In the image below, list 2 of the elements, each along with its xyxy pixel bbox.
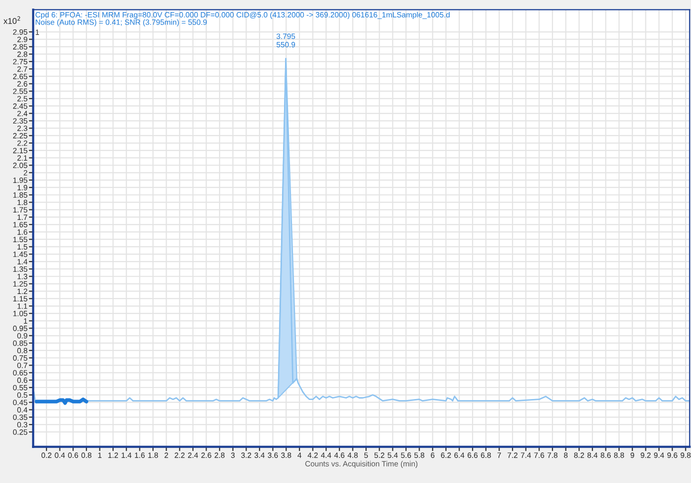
line-series bbox=[33, 58, 690, 402]
y-axis-title: x10$^{2}$ bbox=[4, 16, 20, 24]
